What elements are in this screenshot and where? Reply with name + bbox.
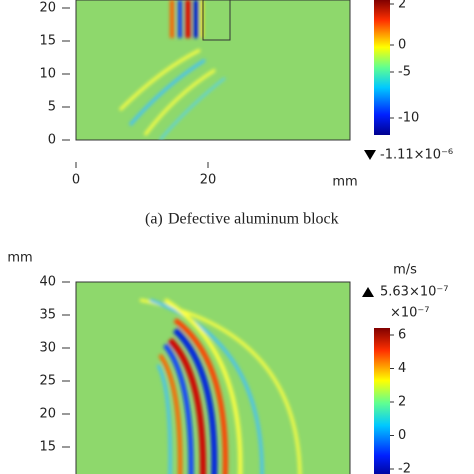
colorbar-tick-label: 0	[398, 428, 406, 443]
y-tick-label: 35	[39, 308, 56, 323]
y-tick-label: 15	[39, 440, 56, 455]
y-tick-label: 40	[39, 275, 56, 290]
colorbar-tick-label: 2	[398, 0, 406, 12]
colorbar-tick-label: 6	[398, 328, 406, 343]
panel-b-plot	[75, 281, 351, 474]
colorbar-scale: ×10⁻⁷	[390, 306, 430, 321]
colorbar-tick-label: 4	[398, 361, 406, 376]
x-tick-label: 0	[72, 173, 80, 188]
x-unit: mm	[332, 175, 357, 190]
y-tick-label: 10	[39, 67, 56, 82]
panel-a-plot	[75, 0, 351, 141]
y-tick-label: 25	[39, 374, 56, 389]
min-marker: -1.11×10⁻⁶	[380, 148, 453, 163]
colorbar-tick-label: -5	[398, 65, 411, 80]
colorbar	[374, 328, 390, 474]
y-tick-label: 30	[39, 341, 56, 356]
colorbar-tick-label: 0	[398, 38, 406, 53]
y-tick-label: 5	[48, 100, 56, 115]
colorbar-tick-label: -10	[398, 111, 419, 126]
max-marker-icon	[362, 287, 374, 297]
colorbar-unit: m/s	[393, 263, 417, 278]
colorbar-tick-label: -2	[398, 462, 411, 474]
max-marker: 5.63×10⁻⁷	[380, 285, 448, 300]
min-marker-icon	[364, 150, 376, 160]
colorbar-tick-label: 2	[398, 395, 406, 410]
y-tick-label: 0	[48, 133, 56, 148]
y-tick-label: 20	[39, 407, 56, 422]
caption-label: (a)	[145, 211, 163, 228]
x-tick-label: 20	[200, 173, 217, 188]
caption: Defective aluminum block	[168, 211, 339, 228]
colorbar	[374, 0, 390, 135]
y-tick-label: 15	[39, 34, 56, 49]
y-tick-label: 20	[39, 1, 56, 16]
y-unit: mm	[7, 251, 32, 266]
